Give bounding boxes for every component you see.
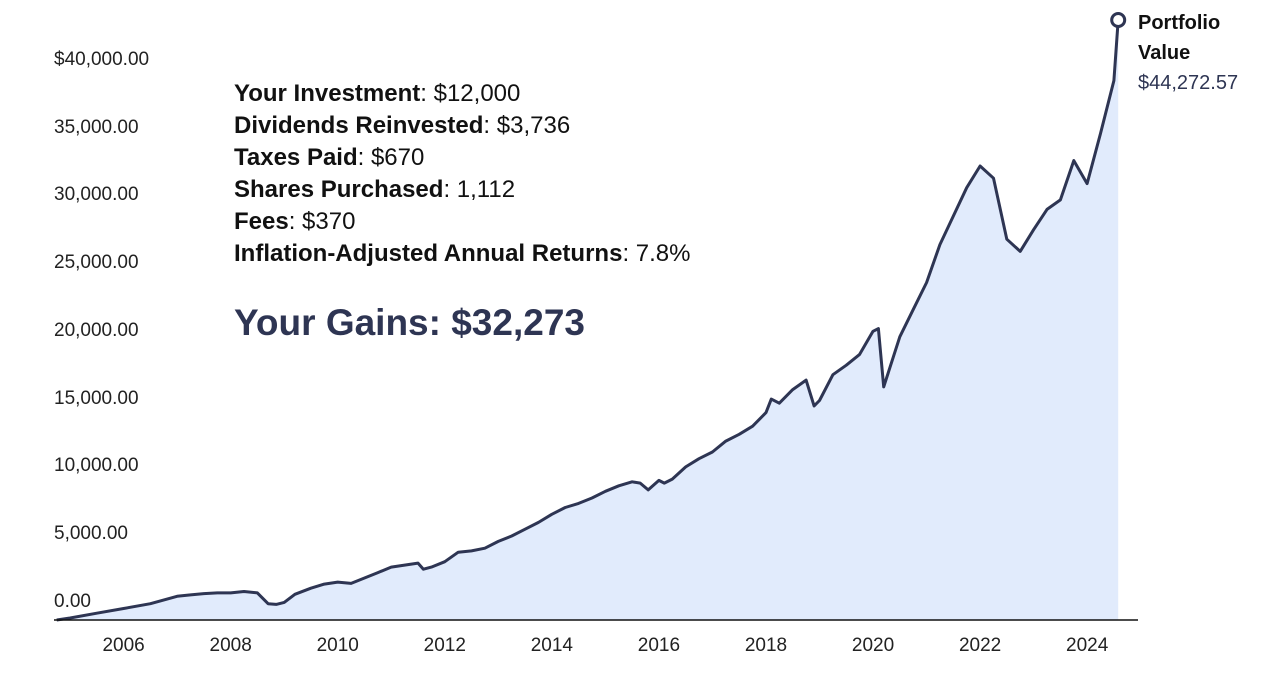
y-tick-label: 35,000.00 xyxy=(54,116,139,138)
y-tick-label: 25,000.00 xyxy=(54,252,139,274)
summary-value: : $670 xyxy=(357,144,425,171)
gains-headline: Your Gains: $32,273 xyxy=(234,302,585,343)
summary-label: Your Investment xyxy=(234,80,421,107)
portfolio-end-marker xyxy=(1110,12,1127,28)
summary-value: : $12,000 xyxy=(420,80,521,107)
x-tick-label: 2020 xyxy=(851,635,895,656)
x-tick-label: 2016 xyxy=(637,635,681,656)
y-tick-label: 15,000.00 xyxy=(54,387,139,409)
x-tick-label: 2010 xyxy=(316,635,359,656)
series-name-line1: Portfolio xyxy=(1138,12,1221,34)
y-tick-label: 5,000.00 xyxy=(54,523,128,545)
summary-label: Taxes Paid xyxy=(234,144,358,171)
y-tick-label: 30,000.00 xyxy=(54,184,139,206)
summary-label: Shares Purchased xyxy=(234,176,444,203)
summary-row-returns: Inflation-Adjusted Annual Returns: 7.8% xyxy=(234,238,690,270)
y-tick-label: $40,000.00 xyxy=(54,48,150,70)
y-tick-label: 10,000.00 xyxy=(54,455,139,477)
summary-row-investment: Your Investment: $12,000 xyxy=(234,78,690,110)
portfolio-value-line xyxy=(56,19,1120,622)
series-end-label: Portfolio Value $44,272.57 xyxy=(1138,8,1238,98)
summary-value: : $370 xyxy=(288,208,356,235)
series-name-line2: Value xyxy=(1138,42,1191,64)
summary-value: : $3,736 xyxy=(483,112,571,139)
summary-label: Inflation-Adjusted Annual Returns xyxy=(234,240,623,267)
x-tick-label: 2018 xyxy=(744,635,788,656)
y-tick-label: 20,000.00 xyxy=(54,319,139,341)
summary-row-dividends: Dividends Reinvested: $3,736 xyxy=(234,110,690,142)
x-tick-label: 2022 xyxy=(958,635,1002,656)
x-tick-label: 2024 xyxy=(1066,635,1109,656)
x-tick-label: 2012 xyxy=(423,635,466,656)
investment-summary: Your Investment: $12,000 Dividends Reinv… xyxy=(234,78,690,270)
x-tick-label: 2008 xyxy=(209,635,252,656)
summary-row-fees: Fees: $370 xyxy=(234,206,690,238)
summary-value: : 7.8% xyxy=(622,240,691,267)
x-tick-label: 2006 xyxy=(102,635,145,656)
x-tick-label: 2014 xyxy=(530,635,573,656)
series-end-value: $44,272.57 xyxy=(1138,72,1239,94)
summary-row-shares: Shares Purchased: 1,112 xyxy=(234,174,690,206)
summary-label: Dividends Reinvested xyxy=(234,112,484,139)
portfolio-area-fill xyxy=(56,20,1119,620)
summary-value: : 1,112 xyxy=(443,176,516,203)
summary-row-taxes: Taxes Paid: $670 xyxy=(234,142,690,174)
y-tick-label: 0.00 xyxy=(54,591,91,612)
summary-label: Fees xyxy=(234,208,289,235)
